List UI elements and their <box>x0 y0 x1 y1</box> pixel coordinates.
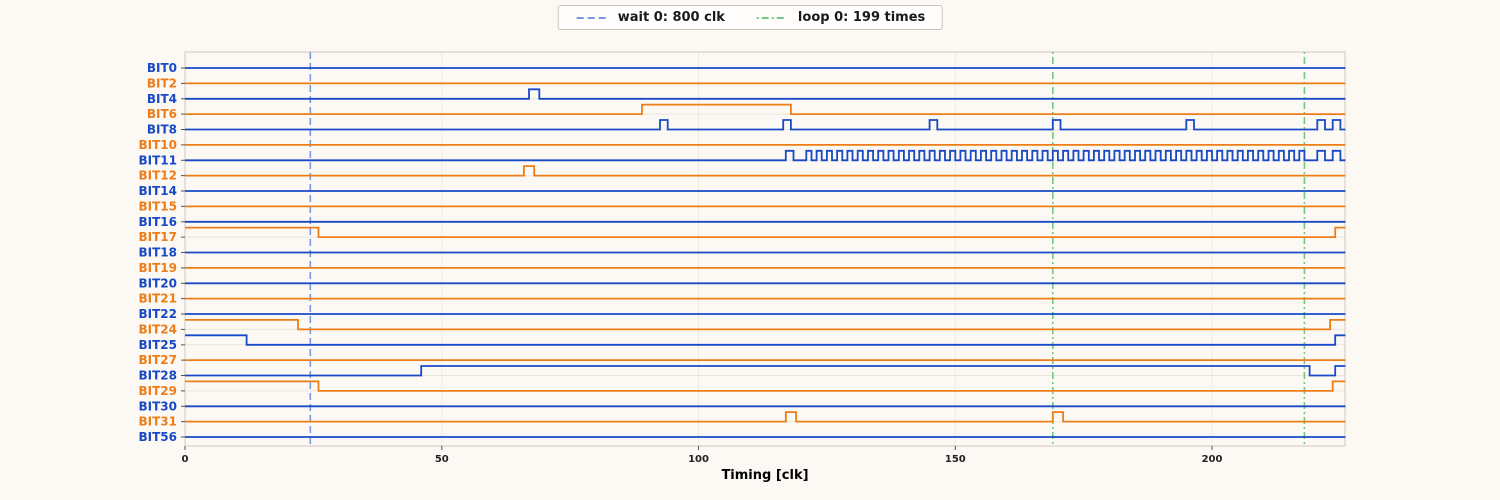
signal-label-BIT11: BIT11 <box>139 153 178 167</box>
signal-label-BIT27: BIT27 <box>139 353 178 367</box>
legend-item-wait: wait 0: 800 clk <box>575 10 725 25</box>
signal-label-BIT12: BIT12 <box>139 169 178 183</box>
signal-label-BIT8: BIT8 <box>147 123 177 137</box>
grid-lines <box>184 52 1345 446</box>
trace-BIT11 <box>185 149 1346 162</box>
signal-label-BIT19: BIT19 <box>139 261 178 275</box>
trace-BIT17 <box>185 226 1346 238</box>
plot-border <box>184 51 1346 447</box>
x-axis-title: Timing [clk] <box>721 468 808 483</box>
signal-label-BIT24: BIT24 <box>139 322 178 336</box>
trace-BIT29 <box>185 380 1346 392</box>
signal-label-BIT4: BIT4 <box>147 92 177 106</box>
signal-label-BIT16: BIT16 <box>139 215 178 229</box>
signal-label-BIT15: BIT15 <box>139 199 178 213</box>
legend: wait 0: 800 clk loop 0: 199 times <box>557 5 943 30</box>
wait-dashed-line-icon <box>576 16 607 19</box>
x-tick-label: 150 <box>945 454 966 465</box>
signal-label-BIT31: BIT31 <box>139 415 178 429</box>
signal-label-BIT18: BIT18 <box>139 246 178 260</box>
trace-BIT12 <box>185 165 1346 177</box>
signal-traces <box>185 67 1346 438</box>
trace-BIT6 <box>185 103 1346 115</box>
trace-BIT31 <box>185 411 1346 423</box>
signal-label-BIT30: BIT30 <box>139 399 178 413</box>
signal-label-BIT10: BIT10 <box>139 138 178 152</box>
trace-BIT28 <box>185 365 1346 377</box>
signal-label-BIT22: BIT22 <box>139 307 178 321</box>
legend-label-loop: loop 0: 199 times <box>797 10 926 25</box>
x-tick-label: 50 <box>435 454 449 465</box>
signal-label-BIT14: BIT14 <box>139 184 178 198</box>
legend-item-loop: loop 0: 199 times <box>755 10 925 25</box>
x-tick-label: 0 <box>182 454 189 465</box>
signal-label-BIT2: BIT2 <box>147 76 177 90</box>
x-tick-label: 200 <box>1202 454 1223 465</box>
x-tick-label: 100 <box>688 454 709 465</box>
signal-label-BIT6: BIT6 <box>147 107 177 121</box>
x-axis: 0 50 100 150 200 Timing [clk] <box>182 446 1223 483</box>
trace-BIT4 <box>185 88 1346 100</box>
signal-label-BIT56: BIT56 <box>139 430 178 444</box>
signal-label-BIT25: BIT25 <box>139 338 178 352</box>
signal-label-BIT21: BIT21 <box>139 292 178 306</box>
trace-BIT8 <box>185 119 1346 131</box>
trace-BIT24 <box>185 319 1346 331</box>
signal-label-BIT17: BIT17 <box>139 230 178 244</box>
trace-BIT25 <box>185 334 1346 346</box>
signal-label-BIT29: BIT29 <box>139 384 178 398</box>
loop-dashdot-line-icon <box>756 16 787 19</box>
signal-label-BIT28: BIT28 <box>139 369 178 383</box>
signal-label-BIT20: BIT20 <box>139 276 178 290</box>
event-markers <box>309 52 1306 446</box>
signal-label-BIT0: BIT0 <box>147 61 177 75</box>
legend-label-wait: wait 0: 800 clk <box>617 10 725 25</box>
